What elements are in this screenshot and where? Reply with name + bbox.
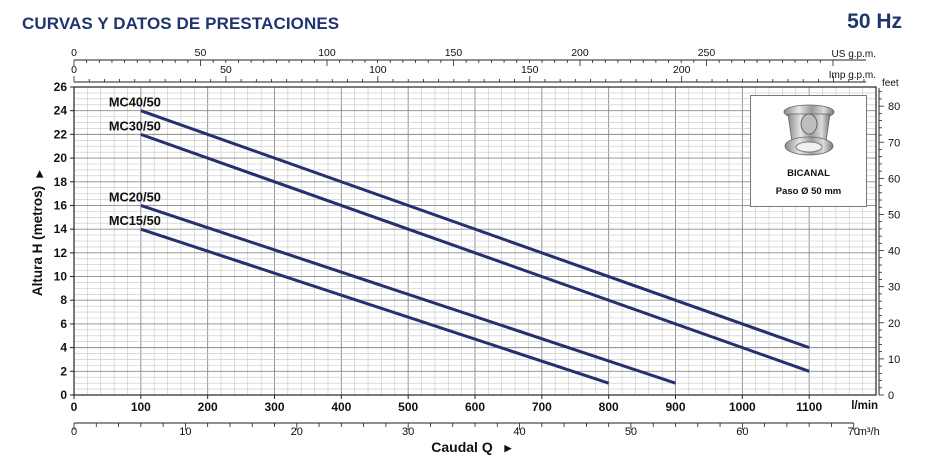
series-line-mc20-50 <box>140 204 676 385</box>
x-axis-title: Caudal Q <box>431 439 493 455</box>
impeller-type-label: BICANAL <box>787 168 830 179</box>
page-title: CURVAS Y DATOS DE PRESTACIONES <box>22 14 340 33</box>
y-tick-label: 6 <box>60 317 67 331</box>
y-tick-label: 12 <box>54 246 68 260</box>
y-tick-label: 26 <box>54 80 68 94</box>
feet-tick-label: 20 <box>888 318 900 330</box>
y-tick-label: 24 <box>54 104 68 118</box>
y-tick-label: 22 <box>54 127 68 141</box>
imp-gpm-tick-label: 200 <box>673 64 691 76</box>
y-tick-label: 10 <box>54 270 68 284</box>
x-tick-label: 300 <box>264 400 284 414</box>
passage-size-label: Paso Ø 50 mm <box>775 186 842 197</box>
us-gpm-unit-label: US g.p.m. <box>832 49 876 60</box>
m3h-unit-label: m³/h <box>858 426 880 438</box>
x-tick-label: 1100 <box>796 400 822 414</box>
feet-tick-label: 40 <box>888 246 900 258</box>
x-tick-label: 600 <box>465 400 485 414</box>
us-gpm-tick-label: 0 <box>71 47 77 59</box>
x-tick-label: 900 <box>665 400 685 414</box>
feet-tick-label: 0 <box>888 390 894 402</box>
m3h-tick-label: 20 <box>291 426 303 438</box>
imp-gpm-tick-label: 0 <box>71 64 77 76</box>
us-gpm-tick-label: 150 <box>445 47 463 59</box>
x-tick-label: 500 <box>398 400 418 414</box>
y-tick-label: 4 <box>60 341 67 355</box>
x-tick-label: 100 <box>131 400 151 414</box>
series-line-mc40-50 <box>140 109 810 350</box>
us-gpm-tick-label: 50 <box>195 47 207 59</box>
series-line-mc15-50 <box>140 227 610 385</box>
feet-unit-label: feet <box>882 78 899 89</box>
imp-gpm-tick-label: 150 <box>521 64 539 76</box>
y-tick-label: 0 <box>60 388 67 402</box>
feet-tick-label: 30 <box>888 282 900 294</box>
m3h-tick-label: 40 <box>513 426 525 438</box>
m3h-tick-label: 60 <box>736 426 748 438</box>
x-axis-arrow-icon: ▶ <box>504 443 513 453</box>
x-tick-label: 1000 <box>729 400 756 414</box>
y-tick-label: 18 <box>54 175 68 189</box>
m3h-tick-label: 10 <box>179 426 191 438</box>
m3h-tick-label: 30 <box>402 426 414 438</box>
x-tick-label: 200 <box>198 400 218 414</box>
m3h-tick-label: 70 <box>848 426 860 438</box>
series-label: MC30/50 <box>109 118 161 133</box>
x-tick-label: 400 <box>331 400 351 414</box>
y-tick-label: 16 <box>54 198 68 212</box>
feet-tick-label: 70 <box>888 137 900 149</box>
y-axis-arrow-icon: ▶ <box>34 169 44 178</box>
series-label: MC40/50 <box>109 95 161 110</box>
imp-gpm-tick-label: 50 <box>220 64 232 76</box>
feet-tick-label: 60 <box>888 173 900 185</box>
feet-tick-label: 80 <box>888 101 900 113</box>
impeller-inset: BICANAL Paso Ø 50 mm <box>750 95 867 207</box>
us-gpm-tick-label: 250 <box>698 47 716 59</box>
m3h-tick-label: 0 <box>71 426 77 438</box>
feet-tick-label: 10 <box>888 354 900 366</box>
frequency-label: 50 Hz <box>847 10 902 33</box>
feet-tick-label: 50 <box>888 209 900 221</box>
y-tick-label: 14 <box>54 222 68 236</box>
imp-gpm-unit-label: Imp g.p.m. <box>829 70 876 81</box>
series-line-mc30-50 <box>140 132 810 373</box>
series-label: MC15/50 <box>109 213 161 228</box>
y-tick-label: 20 <box>54 151 68 165</box>
m3h-tick-label: 50 <box>625 426 637 438</box>
us-gpm-tick-label: 100 <box>318 47 336 59</box>
us-gpm-tick-label: 200 <box>571 47 589 59</box>
imp-gpm-tick-label: 100 <box>369 64 387 76</box>
impeller-icon <box>783 104 835 156</box>
x-tick-label: 700 <box>532 400 552 414</box>
x-tick-label: 800 <box>599 400 619 414</box>
series-label: MC20/50 <box>109 189 161 204</box>
x-unit-label: l/min <box>851 400 878 412</box>
y-axis-title: Altura H (metros) <box>30 186 45 296</box>
x-tick-label: 0 <box>71 400 78 414</box>
y-tick-label: 8 <box>60 293 67 307</box>
y-tick-label: 2 <box>60 364 67 378</box>
